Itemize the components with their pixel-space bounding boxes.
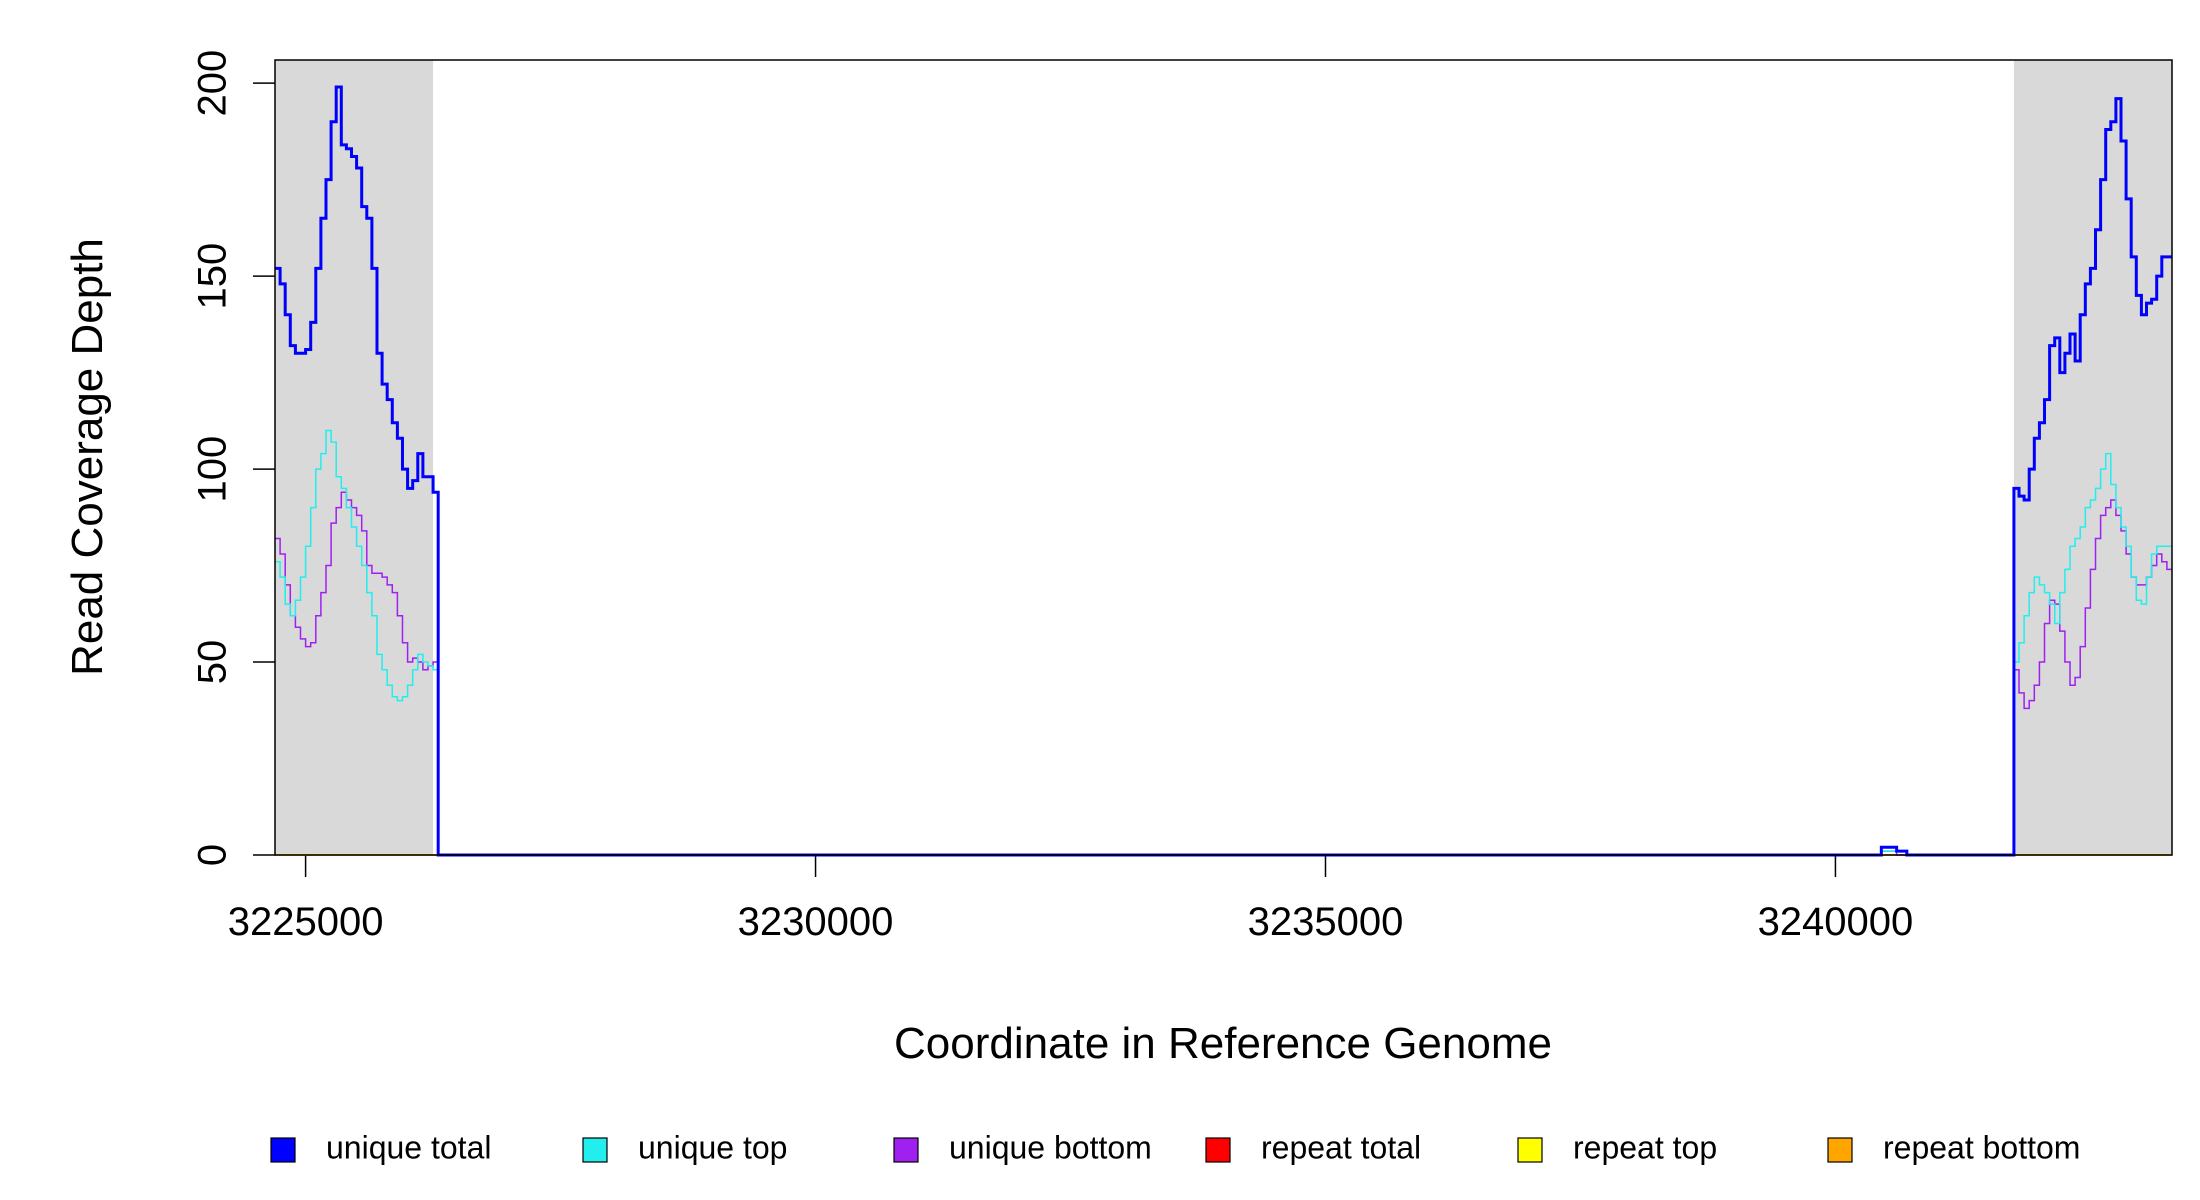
y-tick-label: 200 <box>191 50 235 117</box>
x-tick-label: 3230000 <box>738 900 894 944</box>
series-line <box>275 85 2172 857</box>
shaded-region <box>2013 60 2172 855</box>
legend-swatch <box>1517 1137 1543 1163</box>
legend-swatch <box>270 1137 296 1163</box>
legend-swatch <box>1205 1137 1231 1163</box>
y-tick-label: 50 <box>191 640 235 685</box>
x-tick-label: 3240000 <box>1758 900 1914 944</box>
series-line <box>275 491 2172 856</box>
x-tick-label: 3235000 <box>1248 900 1404 944</box>
shaded-region <box>275 60 434 855</box>
legend-label: repeat top <box>1573 1129 1717 1165</box>
series-line <box>275 429 2172 856</box>
legend-label: repeat total <box>1261 1129 1421 1165</box>
y-axis-title: Read Coverage Depth <box>63 238 112 676</box>
legend-label: unique top <box>638 1129 787 1165</box>
plot-border <box>274 59 2173 856</box>
legend-swatch <box>893 1137 919 1163</box>
x-axis-title: Coordinate in Reference Genome <box>894 1019 1552 1068</box>
legend-swatch <box>1827 1137 1853 1163</box>
y-tick-label: 100 <box>191 436 235 503</box>
legend-label: repeat bottom <box>1883 1129 2080 1165</box>
y-tick-label: 150 <box>191 243 235 310</box>
legend-label: unique total <box>326 1129 491 1165</box>
legend-label: unique bottom <box>949 1129 1152 1165</box>
x-tick-label: 3225000 <box>228 900 384 944</box>
y-tick-label: 0 <box>191 844 235 866</box>
legend-swatch <box>582 1137 608 1163</box>
